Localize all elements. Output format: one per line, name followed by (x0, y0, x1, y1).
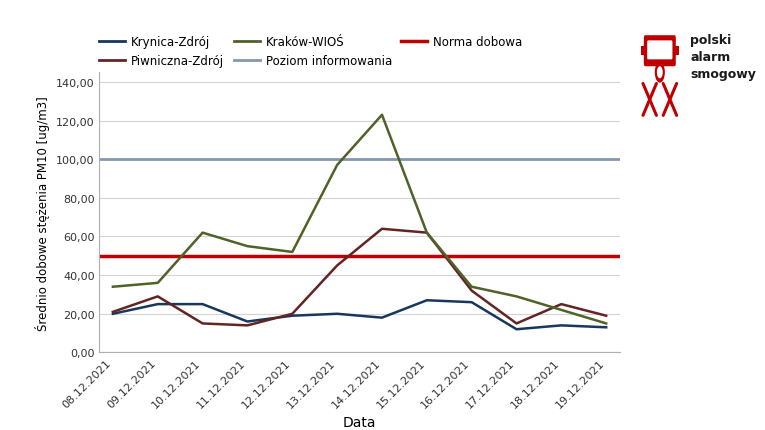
X-axis label: Data: Data (343, 415, 376, 429)
Bar (641, 47, 646, 56)
Y-axis label: Średnio dobowe stężenia PM10 [ug/m3]: Średnio dobowe stężenia PM10 [ug/m3] (35, 96, 50, 330)
FancyBboxPatch shape (647, 41, 672, 60)
Circle shape (655, 63, 665, 83)
Bar (674, 47, 679, 56)
Legend: Krynica-Zdrój, Piwniczna-Zdrój, Kraków-WIOŚ, Poziom informowania, Norma dobowa: Krynica-Zdrój, Piwniczna-Zdrój, Kraków-W… (99, 36, 522, 68)
Text: polski
alarm
smogowy: polski alarm smogowy (690, 34, 756, 81)
Circle shape (657, 67, 662, 79)
FancyBboxPatch shape (644, 36, 675, 67)
